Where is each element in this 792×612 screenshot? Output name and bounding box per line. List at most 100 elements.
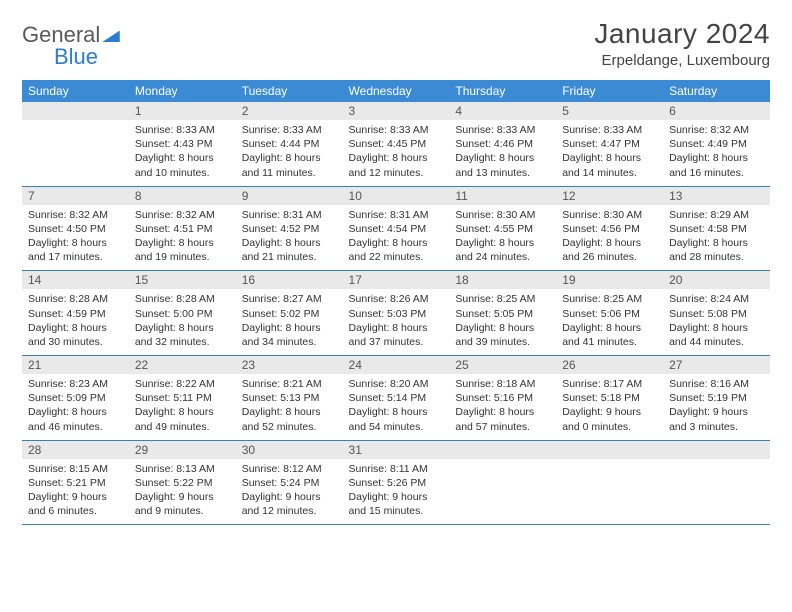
day-details: Sunrise: 8:30 AMSunset: 4:55 PMDaylight:… [449,205,556,271]
day-details: Sunrise: 8:24 AMSunset: 5:08 PMDaylight:… [663,289,770,355]
sunset-text: Sunset: 4:52 PM [242,222,337,236]
day-details [663,459,770,517]
calendar-cell: 16Sunrise: 8:27 AMSunset: 5:02 PMDayligh… [236,271,343,356]
sunrise-text: Sunrise: 8:29 AM [669,208,764,222]
sunset-text: Sunset: 4:56 PM [562,222,657,236]
sunset-text: Sunset: 5:03 PM [349,307,444,321]
day-details: Sunrise: 8:31 AMSunset: 4:52 PMDaylight:… [236,205,343,271]
sunrise-text: Sunrise: 8:24 AM [669,292,764,306]
calendar-week-row: 1Sunrise: 8:33 AMSunset: 4:43 PMDaylight… [22,102,770,186]
day-details: Sunrise: 8:25 AMSunset: 5:05 PMDaylight:… [449,289,556,355]
calendar-header-row: Sunday Monday Tuesday Wednesday Thursday… [22,80,770,102]
calendar-cell: 21Sunrise: 8:23 AMSunset: 5:09 PMDayligh… [22,356,129,441]
sunrise-text: Sunrise: 8:30 AM [455,208,550,222]
calendar-cell: 13Sunrise: 8:29 AMSunset: 4:58 PMDayligh… [663,186,770,271]
calendar-cell: 10Sunrise: 8:31 AMSunset: 4:54 PMDayligh… [343,186,450,271]
sunset-text: Sunset: 4:44 PM [242,137,337,151]
day-details: Sunrise: 8:27 AMSunset: 5:02 PMDaylight:… [236,289,343,355]
calendar-cell: 28Sunrise: 8:15 AMSunset: 5:21 PMDayligh… [22,440,129,525]
sunrise-text: Sunrise: 8:25 AM [455,292,550,306]
sunset-text: Sunset: 5:21 PM [28,476,123,490]
sunrise-text: Sunrise: 8:31 AM [349,208,444,222]
calendar-week-row: 28Sunrise: 8:15 AMSunset: 5:21 PMDayligh… [22,440,770,525]
sunset-text: Sunset: 4:54 PM [349,222,444,236]
daylight-text: Daylight: 8 hours and 49 minutes. [135,405,230,433]
daylight-text: Daylight: 8 hours and 52 minutes. [242,405,337,433]
daylight-text: Daylight: 8 hours and 30 minutes. [28,321,123,349]
day-number: 16 [236,271,343,289]
daylight-text: Daylight: 9 hours and 9 minutes. [135,490,230,518]
daylight-text: Daylight: 8 hours and 26 minutes. [562,236,657,264]
day-number [449,441,556,459]
sunrise-text: Sunrise: 8:23 AM [28,377,123,391]
day-details [22,120,129,178]
sunset-text: Sunset: 5:06 PM [562,307,657,321]
calendar-cell: 22Sunrise: 8:22 AMSunset: 5:11 PMDayligh… [129,356,236,441]
daylight-text: Daylight: 9 hours and 0 minutes. [562,405,657,433]
daylight-text: Daylight: 8 hours and 22 minutes. [349,236,444,264]
daylight-text: Daylight: 8 hours and 24 minutes. [455,236,550,264]
day-details: Sunrise: 8:31 AMSunset: 4:54 PMDaylight:… [343,205,450,271]
day-details [556,459,663,517]
daylight-text: Daylight: 8 hours and 19 minutes. [135,236,230,264]
header: GeneralBlue January 2024 Erpeldange, Lux… [22,18,770,70]
day-details: Sunrise: 8:33 AMSunset: 4:47 PMDaylight:… [556,120,663,186]
day-details: Sunrise: 8:33 AMSunset: 4:46 PMDaylight:… [449,120,556,186]
sunset-text: Sunset: 5:13 PM [242,391,337,405]
sunrise-text: Sunrise: 8:32 AM [135,208,230,222]
sunrise-text: Sunrise: 8:13 AM [135,462,230,476]
calendar-cell: 17Sunrise: 8:26 AMSunset: 5:03 PMDayligh… [343,271,450,356]
day-number: 12 [556,187,663,205]
daylight-text: Daylight: 9 hours and 12 minutes. [242,490,337,518]
logo: GeneralBlue [22,18,120,70]
calendar-cell: 7Sunrise: 8:32 AMSunset: 4:50 PMDaylight… [22,186,129,271]
daylight-text: Daylight: 8 hours and 17 minutes. [28,236,123,264]
day-details: Sunrise: 8:23 AMSunset: 5:09 PMDaylight:… [22,374,129,440]
daylight-text: Daylight: 8 hours and 21 minutes. [242,236,337,264]
day-number: 20 [663,271,770,289]
sunset-text: Sunset: 5:09 PM [28,391,123,405]
sunrise-text: Sunrise: 8:33 AM [562,123,657,137]
day-details: Sunrise: 8:26 AMSunset: 5:03 PMDaylight:… [343,289,450,355]
daylight-text: Daylight: 8 hours and 16 minutes. [669,151,764,179]
daylight-text: Daylight: 8 hours and 12 minutes. [349,151,444,179]
day-details: Sunrise: 8:32 AMSunset: 4:49 PMDaylight:… [663,120,770,186]
day-number [663,441,770,459]
daylight-text: Daylight: 8 hours and 41 minutes. [562,321,657,349]
sunset-text: Sunset: 4:46 PM [455,137,550,151]
day-number: 1 [129,102,236,120]
day-number: 15 [129,271,236,289]
calendar-cell: 20Sunrise: 8:24 AMSunset: 5:08 PMDayligh… [663,271,770,356]
calendar-cell: 8Sunrise: 8:32 AMSunset: 4:51 PMDaylight… [129,186,236,271]
daylight-text: Daylight: 8 hours and 13 minutes. [455,151,550,179]
sunset-text: Sunset: 5:14 PM [349,391,444,405]
sunrise-text: Sunrise: 8:33 AM [349,123,444,137]
calendar-week-row: 7Sunrise: 8:32 AMSunset: 4:50 PMDaylight… [22,186,770,271]
sunset-text: Sunset: 4:45 PM [349,137,444,151]
sunrise-text: Sunrise: 8:21 AM [242,377,337,391]
page-title: January 2024 [594,18,770,50]
day-number: 22 [129,356,236,374]
day-details: Sunrise: 8:29 AMSunset: 4:58 PMDaylight:… [663,205,770,271]
title-block: January 2024 Erpeldange, Luxembourg [594,18,770,69]
day-number: 14 [22,271,129,289]
daylight-text: Daylight: 8 hours and 39 minutes. [455,321,550,349]
calendar-table: Sunday Monday Tuesday Wednesday Thursday… [22,80,770,525]
sunset-text: Sunset: 5:18 PM [562,391,657,405]
day-number: 31 [343,441,450,459]
sunset-text: Sunset: 5:16 PM [455,391,550,405]
day-number: 2 [236,102,343,120]
day-number: 24 [343,356,450,374]
day-details: Sunrise: 8:18 AMSunset: 5:16 PMDaylight:… [449,374,556,440]
day-number: 19 [556,271,663,289]
day-number: 8 [129,187,236,205]
day-header: Saturday [663,80,770,102]
sunrise-text: Sunrise: 8:32 AM [669,123,764,137]
sunrise-text: Sunrise: 8:18 AM [455,377,550,391]
sunrise-text: Sunrise: 8:11 AM [349,462,444,476]
sunset-text: Sunset: 5:08 PM [669,307,764,321]
sunrise-text: Sunrise: 8:20 AM [349,377,444,391]
day-number: 25 [449,356,556,374]
daylight-text: Daylight: 8 hours and 34 minutes. [242,321,337,349]
day-details: Sunrise: 8:21 AMSunset: 5:13 PMDaylight:… [236,374,343,440]
